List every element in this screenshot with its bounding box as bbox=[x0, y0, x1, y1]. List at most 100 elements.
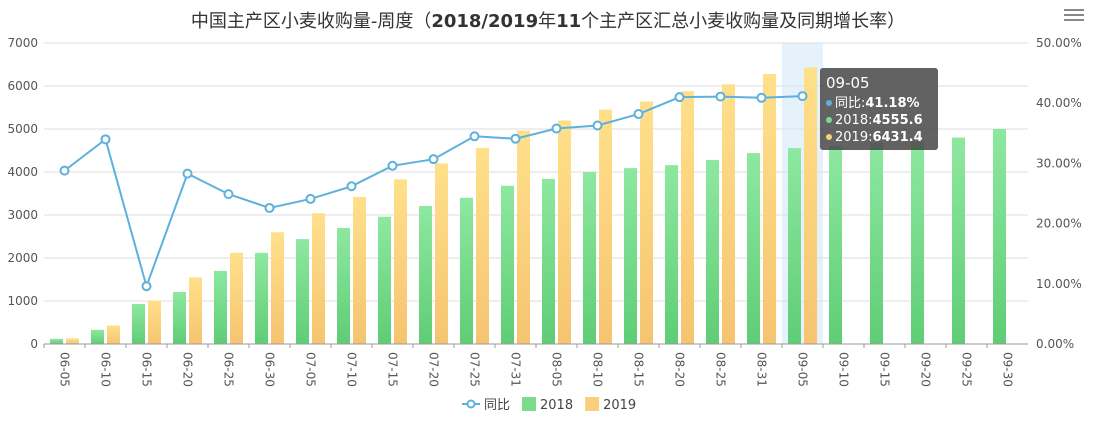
growth-point-08-25[interactable] bbox=[715, 91, 726, 102]
bar-2018-06-30[interactable] bbox=[255, 252, 268, 344]
y-left-tick-label: 6000 bbox=[7, 79, 38, 93]
bar-2019-08-25[interactable] bbox=[722, 84, 735, 344]
bar-2018-06-05[interactable] bbox=[50, 338, 63, 344]
bar-2018-07-10[interactable] bbox=[337, 227, 350, 344]
bar-2018-08-20[interactable] bbox=[665, 165, 678, 344]
bar-2019-06-05[interactable] bbox=[66, 338, 79, 344]
bar-2018-09-10[interactable] bbox=[829, 146, 842, 344]
growth-point-08-20[interactable] bbox=[674, 92, 685, 103]
bar-2019-09-05[interactable] bbox=[804, 67, 817, 344]
bar-2019-07-15[interactable] bbox=[394, 179, 407, 344]
growth-line bbox=[59, 91, 808, 292]
bar-2018-09-30[interactable] bbox=[993, 129, 1006, 344]
y-right-tick-label: 50.00% bbox=[1036, 36, 1082, 50]
legend-item-同比[interactable]: 同比 bbox=[462, 398, 510, 413]
y-left-tick-label: 0 bbox=[30, 337, 38, 351]
growth-point-08-15[interactable] bbox=[633, 109, 644, 120]
y-left-tick-label: 5000 bbox=[7, 122, 38, 136]
bar-2019-06-20[interactable] bbox=[189, 277, 202, 344]
bar-2018-08-31[interactable] bbox=[747, 153, 760, 344]
y-left-tick-label: 7000 bbox=[7, 36, 38, 50]
bar-2018-06-20[interactable] bbox=[173, 291, 186, 344]
bar-2019-08-15[interactable] bbox=[640, 101, 653, 344]
bar-2018-07-31[interactable] bbox=[501, 185, 514, 344]
bar-2018-08-25[interactable] bbox=[706, 159, 719, 344]
x-tick-label: 06-20 bbox=[181, 352, 195, 387]
bar-2018-07-15[interactable] bbox=[378, 216, 391, 344]
x-tick-label: 09-10 bbox=[837, 352, 851, 387]
bar-2018-06-10[interactable] bbox=[91, 329, 104, 344]
bar-2019-06-15[interactable] bbox=[148, 300, 161, 344]
x-tick-label: 06-15 bbox=[140, 352, 154, 387]
hamburger-menu-icon[interactable] bbox=[1064, 6, 1084, 22]
bars bbox=[50, 67, 1006, 345]
growth-point-07-20[interactable] bbox=[428, 154, 439, 165]
bar-2019-08-05[interactable] bbox=[558, 120, 571, 345]
growth-point-06-15[interactable] bbox=[141, 281, 152, 292]
chart-title-part: 年 bbox=[538, 11, 556, 32]
bar-2018-08-05[interactable] bbox=[542, 178, 555, 344]
x-tick-label: 08-20 bbox=[673, 352, 687, 387]
bar-2018-07-25[interactable] bbox=[460, 197, 473, 344]
bar-2019-06-25[interactable] bbox=[230, 252, 243, 344]
bar-2019-07-31[interactable] bbox=[517, 130, 530, 344]
bar-2018-07-05[interactable] bbox=[296, 239, 309, 344]
growth-point-08-31[interactable] bbox=[756, 92, 767, 103]
growth-point-06-05[interactable] bbox=[59, 165, 70, 176]
growth-point-07-10[interactable] bbox=[346, 181, 357, 192]
growth-point-07-31[interactable] bbox=[510, 133, 521, 144]
growth-point-08-10[interactable] bbox=[592, 120, 603, 131]
growth-point-07-25[interactable] bbox=[469, 131, 480, 142]
legend-label: 2018 bbox=[540, 398, 573, 413]
growth-point-06-30[interactable] bbox=[264, 202, 275, 213]
y-right-tick-label: 0.00% bbox=[1036, 337, 1074, 351]
y-right-tick-label: 10.00% bbox=[1036, 277, 1082, 291]
axes: 0 1000 2000 3000 4000 5000 6000 7000 0.00% 10.00%… bbox=[7, 36, 1081, 387]
legend: 同比 2018 2019 bbox=[462, 397, 636, 413]
growth-point-08-05[interactable] bbox=[551, 123, 562, 134]
tooltip-marker bbox=[826, 134, 832, 140]
bar-2019-07-20[interactable] bbox=[435, 163, 448, 344]
legend-label: 同比 bbox=[484, 398, 510, 413]
growth-point-06-25[interactable] bbox=[223, 189, 234, 200]
bar-2019-06-30[interactable] bbox=[271, 232, 284, 344]
tooltip-line: 2019:6431.4 bbox=[835, 130, 923, 145]
bar-2018-09-05[interactable] bbox=[788, 148, 801, 344]
bar-2019-08-31[interactable] bbox=[763, 73, 776, 345]
bar-2019-07-05[interactable] bbox=[312, 213, 325, 344]
bar-2019-08-10[interactable] bbox=[599, 109, 612, 345]
bar-2019-08-20[interactable] bbox=[681, 91, 694, 344]
x-tick-label: 07-25 bbox=[468, 352, 482, 387]
bar-2018-06-25[interactable] bbox=[214, 270, 227, 344]
x-tick-label: 09-30 bbox=[1001, 352, 1015, 387]
y-left-tick-label: 4000 bbox=[7, 165, 38, 179]
legend-item-2019[interactable]: 2019 bbox=[585, 397, 636, 413]
chart-title-part: 2018/2019 bbox=[431, 11, 538, 32]
growth-point-06-20[interactable] bbox=[182, 168, 193, 179]
growth-point-06-10[interactable] bbox=[100, 134, 111, 145]
bar-2018-09-15[interactable] bbox=[870, 142, 883, 344]
legend-item-2018[interactable]: 2018 bbox=[522, 397, 573, 413]
y-right-tick-label: 40.00% bbox=[1036, 96, 1082, 110]
growth-point-07-15[interactable] bbox=[387, 160, 398, 171]
y-left-tick-label: 2000 bbox=[7, 251, 38, 265]
bar-2019-06-10[interactable] bbox=[107, 325, 120, 344]
bar-2018-09-20[interactable] bbox=[911, 141, 924, 344]
bar-2018-08-15[interactable] bbox=[624, 168, 637, 344]
bar-2018-07-20[interactable] bbox=[419, 205, 432, 344]
bar-2018-09-25[interactable] bbox=[952, 137, 965, 344]
x-tick-label: 08-10 bbox=[591, 352, 605, 387]
x-tick-label: 08-25 bbox=[714, 352, 728, 387]
chart-title: 中国主产区小麦收购量-周度（2018/2019年11个主产区汇总小麦收购量及同期… bbox=[191, 11, 905, 32]
x-tick-label: 06-30 bbox=[263, 352, 277, 387]
bar-2018-06-15[interactable] bbox=[132, 304, 145, 344]
growth-point-09-05[interactable] bbox=[797, 91, 808, 102]
bar-2019-07-10[interactable] bbox=[353, 196, 366, 344]
tooltip-line: 同比:41.18% bbox=[835, 96, 920, 111]
y-right-tick-label: 30.00% bbox=[1036, 156, 1082, 170]
x-tick-label: 08-15 bbox=[632, 352, 646, 387]
x-tick-label: 07-31 bbox=[509, 352, 523, 387]
bar-2018-08-10[interactable] bbox=[583, 172, 596, 344]
growth-point-07-05[interactable] bbox=[305, 193, 316, 204]
bar-2019-07-25[interactable] bbox=[476, 147, 489, 344]
